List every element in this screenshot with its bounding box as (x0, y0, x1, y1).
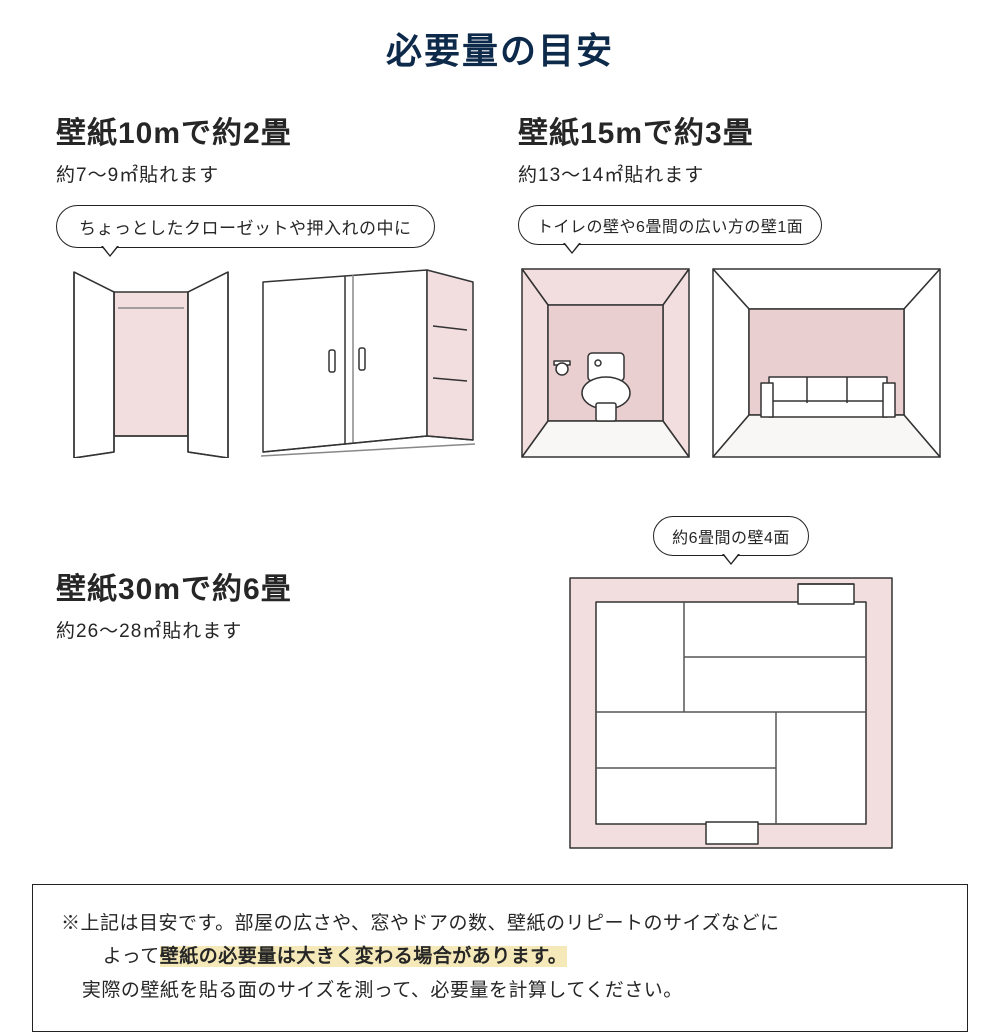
section-30m: 壁紙30mで約6畳 約26～28㎡貼れます (56, 484, 482, 854)
floor-plan-icon (566, 574, 896, 854)
speech-bubble: ちょっとしたクローゼットや押入れの中に (56, 205, 435, 248)
note-highlight: 壁紙の必要量は大きく変わる場合があります。 (160, 946, 568, 967)
section-heading: 壁紙10mで約2畳 (56, 108, 482, 152)
section-heading: 壁紙30mで約6畳 (56, 564, 482, 608)
note-line: よって壁紙の必要量は大きく変わる場合があります。 (61, 940, 939, 973)
page-title: 必要量の目安 (0, 0, 1000, 74)
closet-open-icon (56, 268, 241, 458)
note-line: 実際の壁紙を貼る面のサイズを測って、必要量を計算してください。 (61, 974, 939, 1007)
section-6jo-plan: 約6畳間の壁4面 (518, 498, 944, 854)
closet-sliding-icon (257, 268, 477, 458)
speech-bubble: 約6畳間の壁4面 (653, 516, 809, 556)
note-text: よって (103, 946, 160, 967)
section-heading: 壁紙15mで約3畳 (518, 108, 944, 152)
section-10m: 壁紙10mで約2畳 約7～9㎡貼れます ちょっとしたクローゼットや押入れの中に (56, 108, 482, 460)
room-one-wall-icon (709, 265, 944, 460)
speech-bubble: トイレの壁や6畳間の広い方の壁1面 (518, 205, 822, 245)
section-sub: 約26～28㎡貼れます (56, 616, 482, 643)
section-sub: 約13～14㎡貼れます (518, 160, 944, 187)
section-15m: 壁紙15mで約3畳 約13～14㎡貼れます トイレの壁や6畳間の広い方の壁1面 (518, 108, 944, 460)
toilet-room-icon (518, 265, 693, 460)
note-line: ※上記は目安です。部屋の広さや、窓やドアの数、壁紙のリピートのサイズなどに (61, 907, 939, 940)
illustration-row (518, 265, 944, 460)
content-grid: 壁紙10mで約2畳 約7～9㎡貼れます ちょっとしたクローゼットや押入れの中に (0, 74, 1000, 854)
illustration-row (56, 268, 482, 458)
note-box: ※上記は目安です。部屋の広さや、窓やドアの数、壁紙のリピートのサイズなどに よっ… (32, 884, 968, 1032)
section-sub: 約7～9㎡貼れます (56, 160, 482, 187)
